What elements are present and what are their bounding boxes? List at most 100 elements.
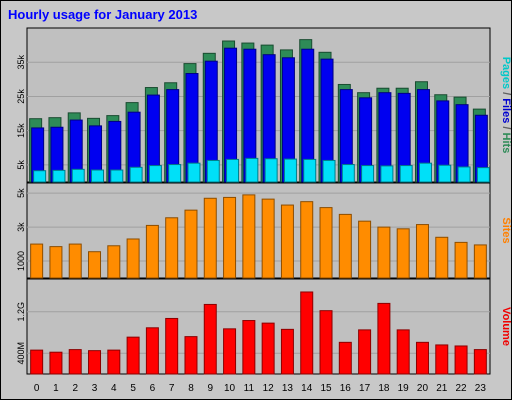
x-tick-label: 22 bbox=[456, 383, 468, 394]
bar-pages-hour-7 bbox=[168, 164, 182, 183]
bar-sites-hour-0 bbox=[30, 243, 44, 279]
panel-sites-axis-label: Sites bbox=[500, 217, 512, 243]
x-tick-label: 0 bbox=[34, 383, 40, 394]
bar-pages-hour-12 bbox=[264, 158, 278, 183]
y-tick-label: 1.2G bbox=[16, 302, 26, 322]
axis-label-part: Files bbox=[500, 98, 512, 123]
bar-volume-hour-15 bbox=[319, 310, 333, 375]
bar-pages-hour-10 bbox=[226, 158, 240, 183]
bar-volume-hour-10 bbox=[223, 328, 237, 375]
x-tick-label: 21 bbox=[436, 383, 448, 394]
y-tick-label: 3k bbox=[16, 222, 26, 232]
axis-label-part: / bbox=[500, 89, 512, 98]
axis-label-part: Pages bbox=[500, 57, 512, 89]
x-tick-label: 1 bbox=[53, 383, 59, 394]
x-tick-label: 18 bbox=[378, 383, 390, 394]
bar-pages-hour-14 bbox=[303, 158, 317, 183]
bar-volume-hour-0 bbox=[30, 349, 44, 375]
x-axis-labels: 0 1 2 3 4 5 6 7 8 9 10 11 12 13 14 15 16 17 18 19 20 21 22 23 bbox=[34, 383, 486, 394]
bar-sites-hour-9 bbox=[203, 197, 217, 279]
x-tick-label: 16 bbox=[340, 383, 352, 394]
bar-sites-hour-10 bbox=[223, 196, 237, 279]
bar-pages-hour-17 bbox=[361, 165, 375, 183]
bar-pages-hour-16 bbox=[341, 164, 355, 183]
bar-sites-hour-7 bbox=[165, 217, 179, 279]
panel-hits-plot-area bbox=[26, 27, 491, 183]
bar-sites-hour-11 bbox=[242, 194, 256, 279]
y-tick-label: 25k bbox=[16, 89, 26, 104]
y-tick-label: 400M bbox=[16, 342, 26, 365]
x-tick-label: 15 bbox=[320, 383, 332, 394]
bar-sites-hour-5 bbox=[126, 238, 140, 279]
bar-volume-hour-5 bbox=[126, 336, 140, 375]
axis-label-part: Hits bbox=[500, 133, 512, 154]
bar-volume-hour-1 bbox=[49, 351, 63, 375]
bar-volume-hour-18 bbox=[377, 302, 391, 375]
x-tick-label: 17 bbox=[359, 383, 371, 394]
bar-sites-hour-15 bbox=[319, 207, 333, 279]
bar-sites-hour-20 bbox=[415, 224, 429, 279]
bar-sites-hour-18 bbox=[377, 226, 391, 279]
bar-pages-hour-18 bbox=[380, 165, 394, 183]
bar-volume-hour-16 bbox=[338, 341, 352, 375]
bar-pages-hour-23 bbox=[476, 167, 490, 183]
y-tick-label: 5k bbox=[16, 160, 26, 170]
x-tick-label: 6 bbox=[150, 383, 156, 394]
bar-sites-hour-22 bbox=[454, 241, 468, 279]
bar-volume-hour-6 bbox=[145, 327, 159, 375]
chart-title: Hourly usage for January 2013 bbox=[8, 7, 197, 22]
bar-pages-hour-13 bbox=[283, 158, 297, 183]
x-tick-label: 8 bbox=[188, 383, 194, 394]
y-tick-label: 5k bbox=[16, 188, 26, 198]
bar-sites-hour-23 bbox=[473, 244, 487, 279]
bar-sites-hour-14 bbox=[300, 201, 314, 279]
bar-volume-hour-17 bbox=[358, 329, 372, 375]
bar-volume-hour-11 bbox=[242, 320, 256, 375]
bar-pages-hour-9 bbox=[206, 159, 220, 183]
bar-pages-hour-8 bbox=[187, 162, 201, 183]
x-tick-label: 3 bbox=[92, 383, 98, 394]
bar-pages-hour-19 bbox=[399, 165, 413, 183]
bar-sites-hour-21 bbox=[435, 236, 449, 279]
bar-sites-hour-3 bbox=[88, 251, 102, 279]
bar-sites-hour-8 bbox=[184, 209, 198, 279]
chart-panels: 5k 15k 25k 35k Pages / Files / Hits 1000 3k 5k S… bbox=[16, 27, 512, 375]
bar-pages-hour-21 bbox=[438, 164, 452, 183]
x-tick-label: 12 bbox=[263, 383, 275, 394]
bar-sites-hour-12 bbox=[261, 198, 275, 279]
bar-pages-hour-6 bbox=[148, 165, 162, 183]
bar-volume-hour-22 bbox=[454, 345, 468, 375]
bar-volume-hour-9 bbox=[203, 303, 217, 375]
bar-volume-hour-12 bbox=[261, 322, 275, 375]
panel-volume: 400M 1.2G Volume bbox=[16, 278, 512, 375]
panel-volume-axis-label: Volume bbox=[500, 307, 512, 346]
y-tick-label: 35k bbox=[16, 54, 26, 69]
bar-sites-hour-17 bbox=[358, 220, 372, 279]
bar-sites-hour-2 bbox=[68, 243, 82, 279]
bar-sites-hour-4 bbox=[107, 245, 121, 279]
panel-hits-axis-label: Pages / Files / Hits bbox=[500, 57, 512, 154]
axis-label-part: Volume bbox=[500, 307, 512, 346]
bar-pages-hour-20 bbox=[418, 162, 432, 183]
bar-pages-hour-11 bbox=[245, 157, 259, 183]
bar-pages-hour-3 bbox=[91, 169, 105, 183]
bar-sites-hour-13 bbox=[280, 204, 294, 279]
x-tick-label: 7 bbox=[169, 383, 175, 394]
bar-volume-hour-14 bbox=[300, 291, 314, 375]
panel-sites-plot-area bbox=[26, 182, 491, 279]
y-tick-label: 15k bbox=[16, 123, 26, 138]
panel-volume-plot-area bbox=[26, 278, 491, 375]
axis-label-part: / bbox=[500, 123, 512, 132]
panel-sites: 1000 3k 5k Sites bbox=[16, 182, 512, 279]
x-tick-label: 9 bbox=[207, 383, 213, 394]
bar-volume-hour-13 bbox=[280, 328, 294, 375]
x-tick-label: 23 bbox=[475, 383, 487, 394]
x-tick-label: 5 bbox=[130, 383, 136, 394]
bar-pages-hour-2 bbox=[71, 168, 85, 183]
axis-label-part: Sites bbox=[500, 217, 512, 243]
bar-volume-hour-4 bbox=[107, 349, 121, 375]
x-tick-label: 11 bbox=[244, 383, 255, 394]
x-tick-label: 14 bbox=[301, 383, 313, 394]
bar-volume-hour-19 bbox=[396, 329, 410, 375]
